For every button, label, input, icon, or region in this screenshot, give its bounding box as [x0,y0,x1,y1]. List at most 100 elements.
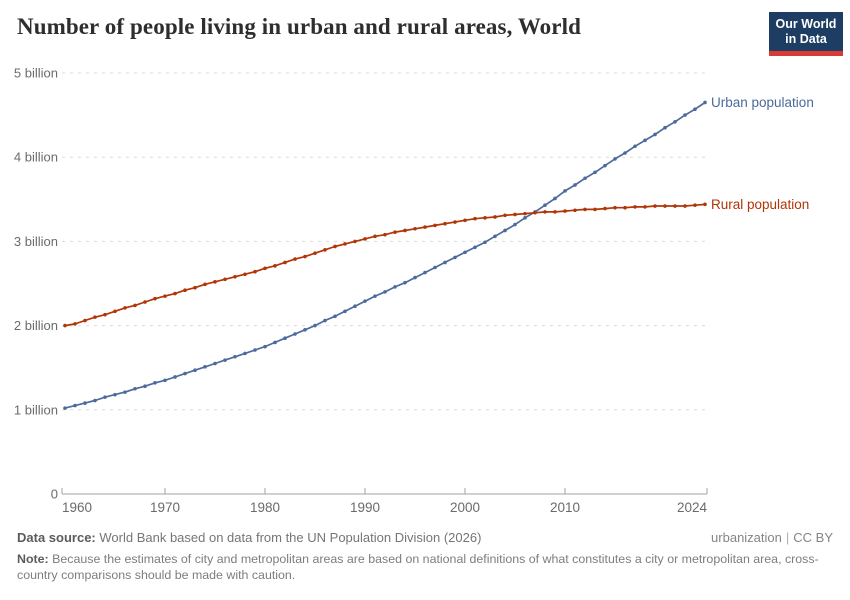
rural-population-point-1988[interactable] [343,242,347,246]
urban-population-point-1998[interactable] [443,260,447,265]
urban-population-point-1993[interactable] [393,285,397,289]
urban-population-point-2003[interactable] [493,234,497,239]
urban-population-point-1980[interactable] [263,344,267,349]
urban-population-point-1975[interactable] [213,361,217,366]
rural-population-point-2016[interactable] [623,205,627,210]
urban-population-point-1983[interactable] [293,332,297,336]
rural-population-point-1978[interactable] [243,272,247,277]
urban-population-point-1984[interactable] [303,328,307,332]
urban-population-point-2000[interactable] [463,250,467,255]
urban-population-point-1999[interactable] [453,255,457,260]
rural-population-point-2019[interactable] [653,204,657,208]
rural-population-point-1983[interactable] [293,257,297,261]
rural-population-point-1975[interactable] [213,280,217,284]
rural-population-point-2013[interactable] [593,207,597,212]
urban-population-point-2012[interactable] [583,176,587,181]
urban-population-point-2001[interactable] [473,245,477,250]
urban-population-series-label[interactable]: Urban population [711,95,814,110]
rural-population-point-1960[interactable] [63,323,67,328]
rural-population-point-2017[interactable] [633,205,637,209]
urban-population-point-1971[interactable] [173,375,177,379]
rural-population-point-1980[interactable] [263,266,267,271]
rural-population-point-1966[interactable] [123,306,127,310]
rural-population-point-1979[interactable] [253,269,257,274]
urban-population-point-1972[interactable] [183,371,187,376]
rural-population-point-1989[interactable] [353,239,357,244]
urban-population-point-1986[interactable] [323,318,327,323]
urban-population-point-1976[interactable] [223,358,227,362]
urban-population-point-2023[interactable] [693,107,697,112]
rural-population-point-2002[interactable] [483,216,487,220]
rural-population-point-1970[interactable] [163,294,167,298]
rural-population-point-2009[interactable] [553,210,557,214]
urban-population-point-2002[interactable] [483,240,487,245]
urban-population-point-2009[interactable] [553,196,557,201]
rural-population-point-2001[interactable] [473,216,477,221]
urban-population-point-1989[interactable] [353,304,357,309]
rural-population-point-2006[interactable] [523,211,527,216]
rural-population-point-1976[interactable] [223,277,227,282]
rural-population-point-1995[interactable] [413,226,417,231]
urban-population-point-2024[interactable] [703,100,707,105]
topic-link[interactable]: urbanization [711,530,782,545]
license-link[interactable]: CC BY [793,530,833,545]
urban-population-point-2008[interactable] [543,203,547,207]
urban-population-point-1974[interactable] [203,365,207,369]
rural-population-series-label[interactable]: Rural population [711,197,809,212]
urban-population-point-2015[interactable] [613,157,617,161]
rural-population-point-2024[interactable] [703,202,707,207]
rural-population-point-1972[interactable] [183,288,187,293]
rural-population-point-2003[interactable] [493,215,497,219]
rural-population-point-2011[interactable] [573,208,577,213]
rural-population-point-1973[interactable] [193,285,197,290]
rural-population-point-2007[interactable] [533,210,537,215]
urban-population-point-1987[interactable] [333,314,337,319]
rural-population-point-1991[interactable] [373,234,377,239]
urban-population-point-2011[interactable] [573,183,577,187]
rural-population-point-2014[interactable] [603,206,607,211]
urban-population-point-1982[interactable] [283,336,287,341]
rural-population-point-1965[interactable] [113,309,117,314]
rural-population-point-2018[interactable] [643,205,647,209]
urban-population-point-2021[interactable] [673,120,677,124]
urban-population-point-1981[interactable] [273,340,277,345]
rural-population-point-1971[interactable] [173,291,177,296]
urban-population-point-1966[interactable] [123,390,127,394]
urban-population-point-1991[interactable] [373,294,377,298]
rural-population-point-1967[interactable] [133,303,137,308]
urban-population-point-1969[interactable] [153,381,157,385]
urban-population-point-1960[interactable] [63,406,67,410]
rural-population-point-1993[interactable] [393,230,397,234]
rural-population-point-1985[interactable] [313,251,317,255]
urban-population-point-2018[interactable] [643,138,647,143]
urban-population-point-1964[interactable] [103,395,107,399]
rural-population-point-2000[interactable] [463,218,467,223]
urban-population-point-2004[interactable] [503,228,507,233]
urban-population-point-1978[interactable] [243,351,247,356]
rural-population-point-1996[interactable] [423,225,427,229]
urban-population-point-1977[interactable] [233,354,237,359]
urban-population-point-1996[interactable] [423,270,427,275]
urban-population-point-2020[interactable] [663,125,667,130]
rural-population-point-2010[interactable] [563,209,567,213]
rural-population-point-1969[interactable] [153,296,157,301]
urban-population-point-1992[interactable] [383,290,387,294]
urban-population-line[interactable] [64,101,706,409]
urban-population-point-1962[interactable] [83,401,87,405]
urban-population-point-1995[interactable] [413,275,417,280]
urban-population-point-1997[interactable] [433,265,437,270]
urban-population-point-2019[interactable] [653,132,657,137]
rural-population-point-1998[interactable] [443,221,447,226]
rural-population-point-1992[interactable] [383,232,387,237]
rural-population-point-2015[interactable] [613,205,617,210]
rural-population-point-1963[interactable] [93,315,97,319]
urban-population-point-1994[interactable] [403,280,407,285]
rural-population-point-1981[interactable] [273,264,277,268]
rural-population-point-1982[interactable] [283,260,287,265]
urban-population-point-2013[interactable] [593,170,597,175]
rural-population-point-1977[interactable] [233,274,237,279]
urban-population-point-1988[interactable] [343,309,347,314]
rural-population-point-2005[interactable] [513,212,517,217]
rural-population-point-2021[interactable] [673,204,677,208]
urban-population-point-2006[interactable] [523,216,527,220]
